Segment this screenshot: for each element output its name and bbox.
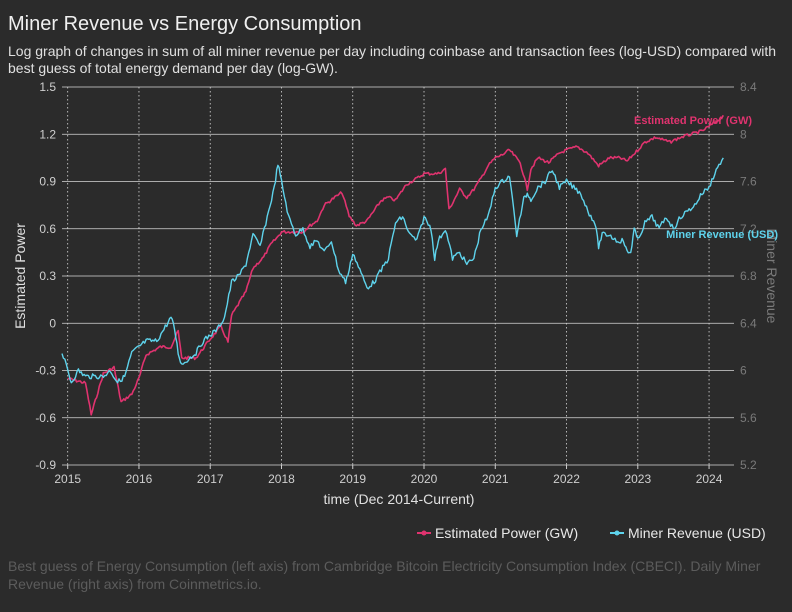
x-tick-label: 2020 <box>411 472 438 486</box>
grid <box>62 86 734 469</box>
y-tick-label: -0.3 <box>35 364 56 378</box>
power-annotation: Estimated Power (GW) <box>634 115 752 127</box>
y-right-tick-label: 5.2 <box>740 458 757 472</box>
y-tick-label: -0.6 <box>35 411 56 425</box>
series-layer <box>61 114 724 416</box>
y-right-tick-label: 6 <box>740 364 747 378</box>
legend: Estimated Power (GW) Miner Revenue (USD) <box>417 525 766 541</box>
y-right-tick-label: 7.2 <box>740 222 757 236</box>
y-tick-label: 0.3 <box>39 269 56 283</box>
x-tick-label: 2019 <box>339 472 366 486</box>
x-tick-label: 2021 <box>482 472 509 486</box>
y-right-tick-label: 6.4 <box>740 316 757 330</box>
series-line-power <box>67 114 724 416</box>
y-tick-label: 0 <box>49 316 56 330</box>
x-tick-label: 2018 <box>268 472 295 486</box>
y-right-tick-label: 5.6 <box>740 411 757 425</box>
x-tick-label: 2015 <box>54 472 81 486</box>
x-tick-label: 2017 <box>197 472 224 486</box>
x-tick-label: 2023 <box>624 472 651 486</box>
source-footnote: Best guess of Energy Consumption (left a… <box>8 558 761 592</box>
x-tick-label: 2016 <box>126 472 153 486</box>
y-tick-label: 0.6 <box>39 222 56 236</box>
legend-item-revenue: Miner Revenue (USD) <box>610 525 766 541</box>
y-right-tick-label: 6.8 <box>740 269 757 283</box>
y-tick-label: 1.5 <box>39 80 56 94</box>
axis-ticks: 1.5 8.4 1.2 8 0.9 7.6 0.6 7.2 0.3 6.8 0 6.4 -0.3 6 -0.… <box>35 80 757 486</box>
y-axis-right-label: Miner Revenue <box>764 229 780 324</box>
x-tick-label: 2024 <box>696 472 723 486</box>
chart-subtitle: Log graph of changes in sum of all miner… <box>8 43 777 76</box>
y-right-tick-label: 8 <box>740 127 747 141</box>
y-tick-label: 0.9 <box>39 175 56 189</box>
chart-title: Miner Revenue vs Energy Consumption <box>8 13 362 35</box>
legend-label-revenue: Miner Revenue (USD) <box>628 525 766 541</box>
y-right-tick-label: 8.4 <box>740 80 757 94</box>
y-right-tick-label: 7.6 <box>740 175 757 189</box>
y-tick-label: 1.2 <box>39 127 56 141</box>
x-tick-label: 2022 <box>553 472 580 486</box>
legend-label-power: Estimated Power (GW) <box>435 525 578 541</box>
legend-item-power: Estimated Power (GW) <box>417 525 578 541</box>
x-axis-label: time (Dec 2014-Current) <box>324 491 475 507</box>
y-axis-label: Estimated Power <box>12 223 28 329</box>
series-line-revenue <box>61 157 724 384</box>
revenue-annotation: Miner Revenue (USD) <box>666 229 778 241</box>
y-tick-label: -0.9 <box>35 458 56 472</box>
